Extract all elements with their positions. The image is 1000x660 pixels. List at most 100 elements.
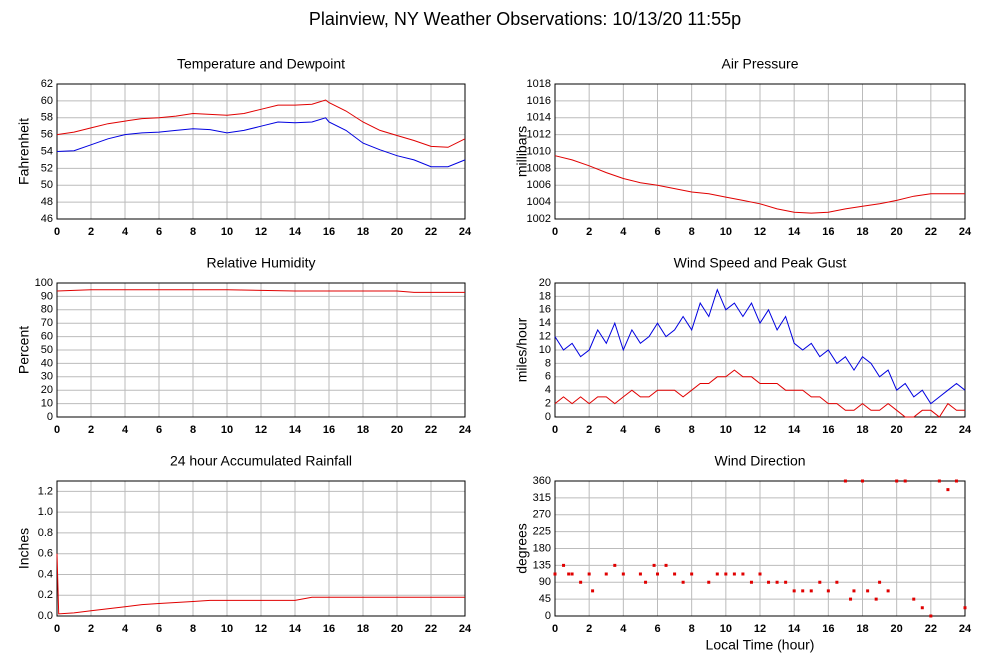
- data-point: [732, 572, 736, 576]
- x-tick-label: 16: [323, 424, 335, 436]
- x-tick-label: 12: [255, 226, 267, 238]
- y-axis-label: Fahrenheit: [16, 118, 32, 185]
- y-tick-label: 270: [533, 509, 551, 521]
- chart-panel: Wind Direction degrees Local Time (hour) 0 4…: [514, 453, 972, 653]
- data-point: [644, 580, 648, 584]
- data-point: [638, 572, 642, 576]
- x-tick-label: 6: [654, 623, 660, 635]
- x-tick-label: 0: [54, 623, 60, 635]
- data-point: [715, 572, 719, 576]
- y-tick-label: 0: [545, 411, 551, 423]
- y-tick-label: 46: [41, 213, 53, 225]
- chart-panel: Wind Speed and Peak Gustmiles/hour024681…: [514, 255, 972, 436]
- data-point: [707, 580, 711, 584]
- data-point: [920, 606, 924, 610]
- data-point: [741, 572, 745, 576]
- y-tick-label: 1012: [527, 129, 551, 141]
- x-tick-label: 18: [856, 623, 868, 635]
- data-point: [826, 589, 830, 593]
- x-tick-label: 20: [891, 424, 903, 436]
- y-tick-label: 135: [533, 559, 551, 571]
- x-tick-label: 16: [323, 226, 335, 238]
- y-tick-label: 2: [545, 398, 551, 410]
- data-point: [886, 589, 890, 593]
- y-tick-label: 1018: [527, 78, 551, 90]
- x-tick-label: 12: [255, 424, 267, 436]
- data-point: [895, 479, 899, 483]
- data-point: [591, 589, 595, 593]
- x-tick-label: 20: [391, 623, 403, 635]
- x-tick-label: 4: [620, 623, 627, 635]
- x-tick-label: 24: [459, 226, 472, 238]
- data-point: [937, 479, 941, 483]
- y-tick-label: 1014: [527, 112, 551, 124]
- x-tick-label: 6: [156, 226, 162, 238]
- x-tick-label: 4: [620, 424, 627, 436]
- y-tick-label: 1006: [527, 179, 551, 191]
- y-tick-label: 54: [41, 145, 53, 157]
- data-point: [587, 572, 591, 576]
- y-tick-label: 1016: [527, 95, 551, 107]
- data-point: [775, 580, 779, 584]
- x-tick-label: 24: [959, 424, 972, 436]
- y-tick-label: 8: [545, 357, 551, 369]
- data-line: [56, 289, 465, 293]
- y-tick-label: 50: [41, 179, 53, 191]
- x-tick-label: 8: [689, 424, 695, 436]
- x-tick-label: 8: [689, 623, 695, 635]
- x-tick-label: 22: [925, 226, 937, 238]
- y-tick-label: 10: [41, 398, 53, 410]
- y-tick-label: 58: [41, 112, 53, 124]
- data-point: [567, 572, 571, 576]
- x-tick-label: 20: [391, 226, 403, 238]
- x-tick-label: 14: [788, 424, 801, 436]
- y-tick-label: 90: [41, 290, 53, 302]
- y-tick-label: 4: [545, 384, 551, 396]
- y-tick-label: 1010: [527, 145, 551, 157]
- y-tick-label: 12: [539, 331, 551, 343]
- data-point: [749, 580, 753, 584]
- data-point: [724, 572, 728, 576]
- x-tick-label: 12: [255, 623, 267, 635]
- x-tick-label: 0: [54, 424, 60, 436]
- data-point: [874, 597, 878, 601]
- chart-title: Relative Humidity: [207, 255, 316, 271]
- y-tick-label: 60: [41, 331, 53, 343]
- chart-panel: Temperature and DewpointFahrenheit464850…: [16, 56, 472, 238]
- data-point: [621, 572, 625, 576]
- plot-frame: [56, 480, 466, 617]
- data-point: [681, 580, 685, 584]
- y-tick-label: 56: [41, 129, 53, 141]
- x-tick-label: 12: [754, 424, 766, 436]
- x-tick-label: 8: [190, 226, 196, 238]
- y-tick-label: 100: [35, 277, 53, 289]
- y-tick-label: 0.8: [38, 527, 53, 539]
- y-tick-label: 20: [41, 384, 53, 396]
- data-point: [963, 606, 967, 610]
- x-tick-label: 6: [156, 623, 162, 635]
- data-line: [554, 288, 966, 405]
- x-tick-label: 4: [122, 623, 129, 635]
- x-tick-label: 10: [221, 424, 233, 436]
- data-point: [903, 479, 907, 483]
- x-tick-label: 14: [289, 424, 302, 436]
- x-tick-label: 24: [959, 226, 972, 238]
- x-tick-label: 0: [552, 623, 558, 635]
- data-line: [56, 553, 465, 615]
- y-axis-label: degrees: [514, 523, 530, 574]
- y-tick-label: 1004: [527, 196, 551, 208]
- y-tick-label: 20: [539, 277, 551, 289]
- y-tick-label: 180: [533, 542, 551, 554]
- x-tick-label: 0: [54, 226, 60, 238]
- y-tick-label: 60: [41, 95, 53, 107]
- data-point: [843, 479, 847, 483]
- data-point: [579, 580, 583, 584]
- y-tick-label: 1.0: [38, 506, 53, 518]
- plot-frame: [554, 83, 966, 220]
- y-tick-label: 80: [41, 304, 53, 316]
- x-tick-label: 8: [689, 226, 695, 238]
- data-point: [929, 614, 933, 618]
- data-point: [866, 589, 870, 593]
- data-point: [570, 572, 574, 576]
- chart-title: Temperature and Dewpoint: [177, 56, 345, 72]
